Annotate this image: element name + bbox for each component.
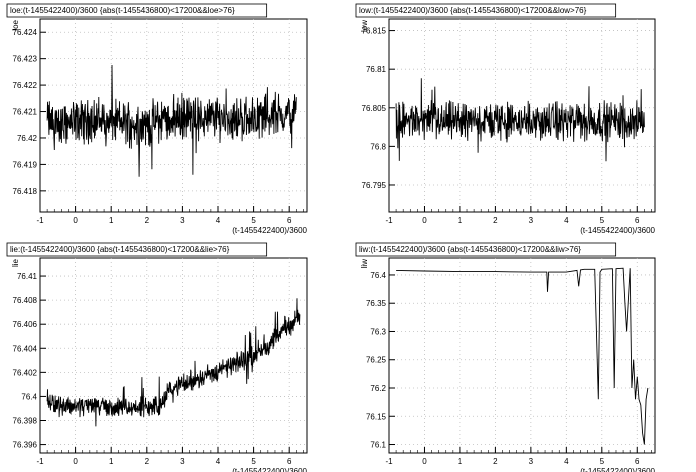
y-tick-label: 76.42: [17, 134, 38, 143]
plot-frame: [39, 18, 308, 213]
y-tick-label: 76.805: [362, 104, 387, 113]
y-tick-label: 76.408: [13, 296, 38, 305]
series-line: [46, 298, 301, 427]
x-tick-label: -1: [385, 216, 393, 225]
y-tick-label: 76.422: [13, 81, 38, 90]
y-tick-label: 76.815: [362, 27, 387, 36]
y-tick-label: 76.4: [370, 271, 386, 280]
y-tick-label: 76.4: [21, 392, 37, 401]
x-tick-label: 0: [422, 457, 427, 466]
y-tick-label: 76.35: [366, 299, 387, 308]
y-tick-label: 76.396: [13, 441, 38, 450]
x-tick-label: 2: [145, 457, 150, 466]
x-tick-label: 4: [564, 216, 569, 225]
y-tick-label: 76.1: [370, 441, 386, 450]
x-tick-label: 1: [458, 457, 463, 466]
y-tick-label: 76.15: [366, 412, 387, 421]
x-axis-label: (t-1455422400)/3600: [232, 467, 307, 472]
y-tick-label: 76.398: [13, 417, 38, 426]
plot-frame: [39, 257, 308, 454]
title-box: [355, 3, 617, 18]
y-tick-label: 76.424: [13, 28, 38, 37]
title-box: [355, 242, 617, 257]
x-tick-label: 1: [109, 216, 114, 225]
chart-panel: -1 0 1 2 3 4 5 6 76.396 76.398 76.4 76.402 76.404 76.…: [6, 242, 308, 472]
x-tick-label: 4: [216, 457, 221, 466]
series-line: [46, 64, 297, 177]
x-tick-label: 5: [600, 457, 605, 466]
x-tick-label: 2: [493, 457, 498, 466]
x-tick-label: -1: [36, 216, 44, 225]
y-tick-label: 76.418: [13, 187, 38, 196]
x-tick-label: 3: [180, 457, 185, 466]
y-tick-label: 76.795: [362, 181, 387, 190]
y-tick-label: 76.421: [13, 108, 38, 117]
x-tick-label: 4: [564, 457, 569, 466]
y-axis-label: loe: [11, 19, 20, 30]
chart-title: low:(t-1455422400)/3600 {abs(t-145543680…: [359, 6, 587, 15]
x-tick-label: 2: [145, 216, 150, 225]
x-tick-label: 1: [109, 457, 114, 466]
x-tick-label: 6: [287, 457, 292, 466]
x-tick-label: 2: [493, 216, 498, 225]
y-tick-label: 76.406: [13, 320, 38, 329]
y-tick-label: 76.2: [370, 384, 386, 393]
chart-panel: -1 0 1 2 3 4 5 6 76.1 76.15 76.2 76.25 76.3 76.35 76.4…: [355, 242, 656, 472]
y-tick-label: 76.41: [17, 272, 38, 281]
y-tick-label: 76.419: [13, 160, 38, 169]
plot-frame: [388, 257, 656, 454]
x-tick-label: 6: [287, 216, 292, 225]
x-tick-label: -1: [36, 457, 44, 466]
chart-panel: -1 0 1 2 3 4 5 6 76.418 76.419 76.42 76.421 76.422 76…: [6, 3, 308, 235]
x-tick-label: -1: [385, 457, 393, 466]
x-tick-label: 6: [635, 457, 640, 466]
series-line: [395, 78, 645, 162]
plot-frame: [388, 18, 656, 213]
y-axis-label: liw: [360, 259, 369, 269]
x-tick-label: 0: [422, 216, 427, 225]
x-tick-label: 4: [216, 216, 221, 225]
y-tick-label: 76.8: [370, 142, 386, 151]
y-axis-label: low: [360, 20, 369, 32]
y-axis-label: lie: [11, 258, 20, 267]
x-axis-label: (t-1455422400)/3600: [232, 226, 307, 235]
x-tick-label: 0: [73, 457, 78, 466]
y-tick-label: 76.402: [13, 368, 38, 377]
series-line: [396, 267, 649, 445]
x-axis-label: (t-1455422400)/3600: [580, 226, 655, 235]
y-tick-label: 76.25: [366, 356, 387, 365]
x-tick-label: 3: [529, 457, 534, 466]
y-tick-label: 76.423: [13, 55, 38, 64]
x-tick-label: 0: [73, 216, 78, 225]
x-tick-label: 1: [458, 216, 463, 225]
chart-title: liw:(t-1455422400)/3600 {abs(t-145543680…: [359, 245, 581, 254]
chart-panel: -1 0 1 2 3 4 5 6 76.795 76.8 76.805 76.81 76.815 low:…: [355, 3, 656, 235]
x-tick-label: 3: [529, 216, 534, 225]
x-tick-label: 6: [635, 216, 640, 225]
x-tick-label: 3: [180, 216, 185, 225]
x-axis-label: (t-1455422400)/3600: [580, 467, 655, 472]
chart-title: lie:(t-1455422400)/3600 {abs(t-145543680…: [10, 245, 230, 254]
x-tick-label: 5: [251, 216, 256, 225]
title-box: [6, 3, 268, 18]
y-tick-label: 76.81: [366, 65, 387, 74]
y-tick-label: 76.404: [13, 344, 38, 353]
y-tick-label: 76.3: [370, 327, 386, 336]
x-tick-label: 5: [251, 457, 256, 466]
title-box: [6, 242, 268, 257]
chart-title: loe:(t-1455422400)/3600 {abs(t-145543680…: [10, 6, 235, 15]
x-tick-label: 5: [600, 216, 605, 225]
